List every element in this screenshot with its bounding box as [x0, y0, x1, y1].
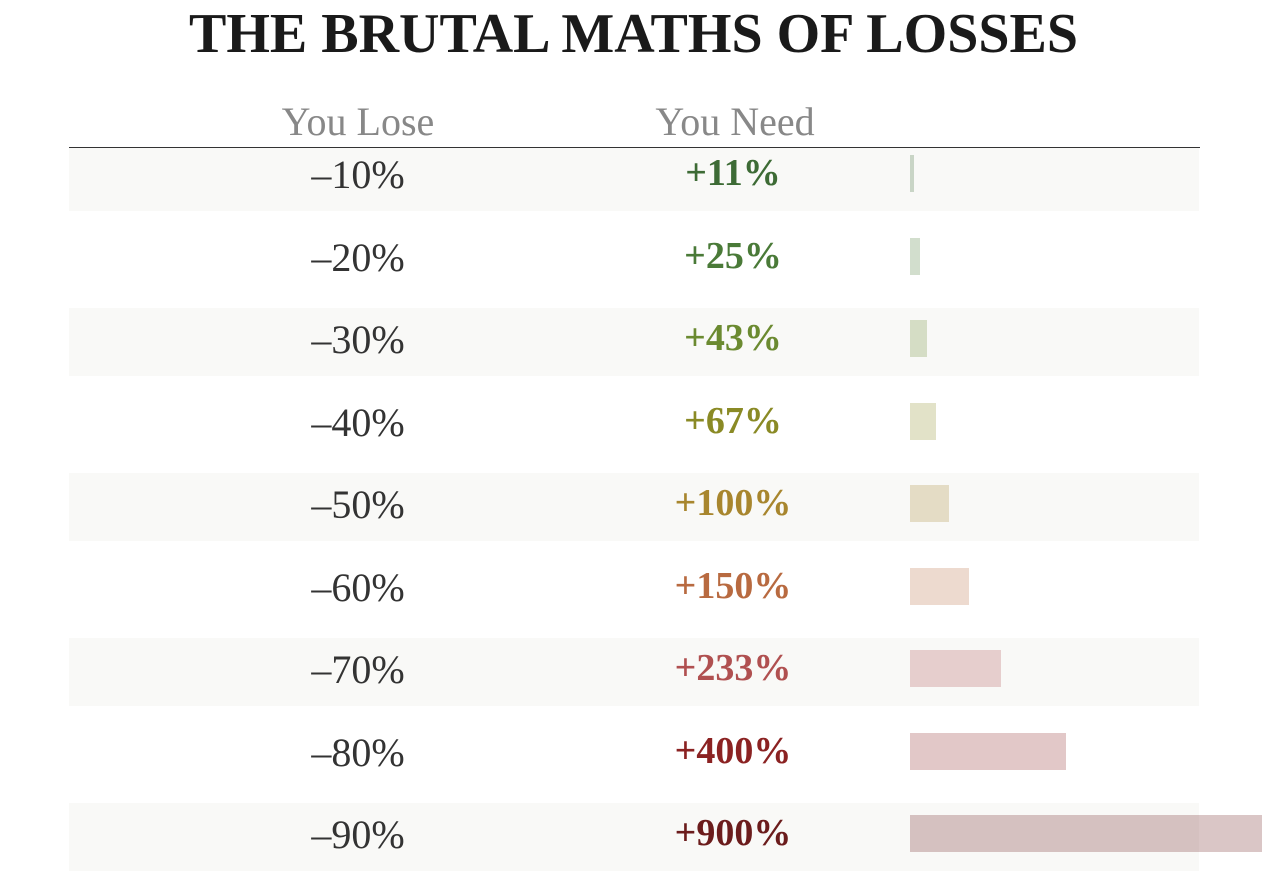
table-row: –60% +150%: [0, 556, 1267, 624]
table-row: –80% +400%: [0, 721, 1267, 789]
required-gain-value: +400%: [674, 729, 792, 772]
header-rule: [69, 147, 1200, 148]
loss-value: –60%: [311, 564, 405, 610]
table-row: –50% +100%: [0, 473, 1267, 541]
loss-value: –30%: [311, 317, 405, 362]
table-row: –30% +43%: [0, 308, 1267, 376]
row-shading: [69, 473, 1199, 541]
loss-value: –80%: [311, 729, 405, 775]
gain-bar: [910, 320, 927, 357]
row-shading: [69, 308, 1199, 376]
row-shading: [69, 638, 1199, 706]
table-row: –90% +900%: [0, 803, 1267, 871]
gain-bar: [910, 650, 1002, 687]
gain-bar: [910, 237, 920, 275]
required-gain-value: +67%: [684, 399, 782, 442]
table-row: –40% +67%: [0, 391, 1267, 459]
gain-bar: [910, 732, 1067, 770]
column-header-you-need: You Need: [655, 99, 815, 144]
loss-value: –50%: [311, 482, 405, 527]
required-gain-value: +25%: [684, 234, 782, 277]
required-gain-value: +43%: [684, 317, 782, 359]
required-gain-value: +233%: [674, 647, 792, 689]
table-row: –70% +233%: [0, 638, 1267, 706]
loss-value: –70%: [311, 647, 405, 692]
gain-bar: [910, 155, 915, 192]
loss-value: –20%: [311, 234, 405, 280]
gain-bar: [910, 402, 937, 440]
loss-value: –90%: [311, 812, 405, 857]
loss-value: –10%: [311, 152, 405, 197]
column-header-you-lose: You Lose: [281, 99, 435, 144]
gain-bar: [910, 567, 969, 605]
table-row: –10% +11%: [0, 143, 1267, 211]
required-gain-value: +11%: [685, 152, 781, 194]
table-body: –10% +11% –20% +25% –30% +43% –40% +67% –50% +100…: [0, 148, 1267, 889]
required-gain-value: +150%: [674, 564, 792, 607]
gain-bar: [910, 815, 1262, 852]
row-shading: [69, 803, 1199, 871]
required-gain-value: +900%: [674, 812, 792, 854]
row-shading: [69, 148, 1199, 211]
gain-bar: [910, 485, 950, 522]
table-row: –20% +25%: [0, 226, 1267, 294]
required-gain-value: +100%: [674, 482, 792, 524]
loss-value: –40%: [311, 399, 405, 445]
chart-title: THE BRUTAL MATHS OF LOSSES: [189, 3, 1078, 65]
